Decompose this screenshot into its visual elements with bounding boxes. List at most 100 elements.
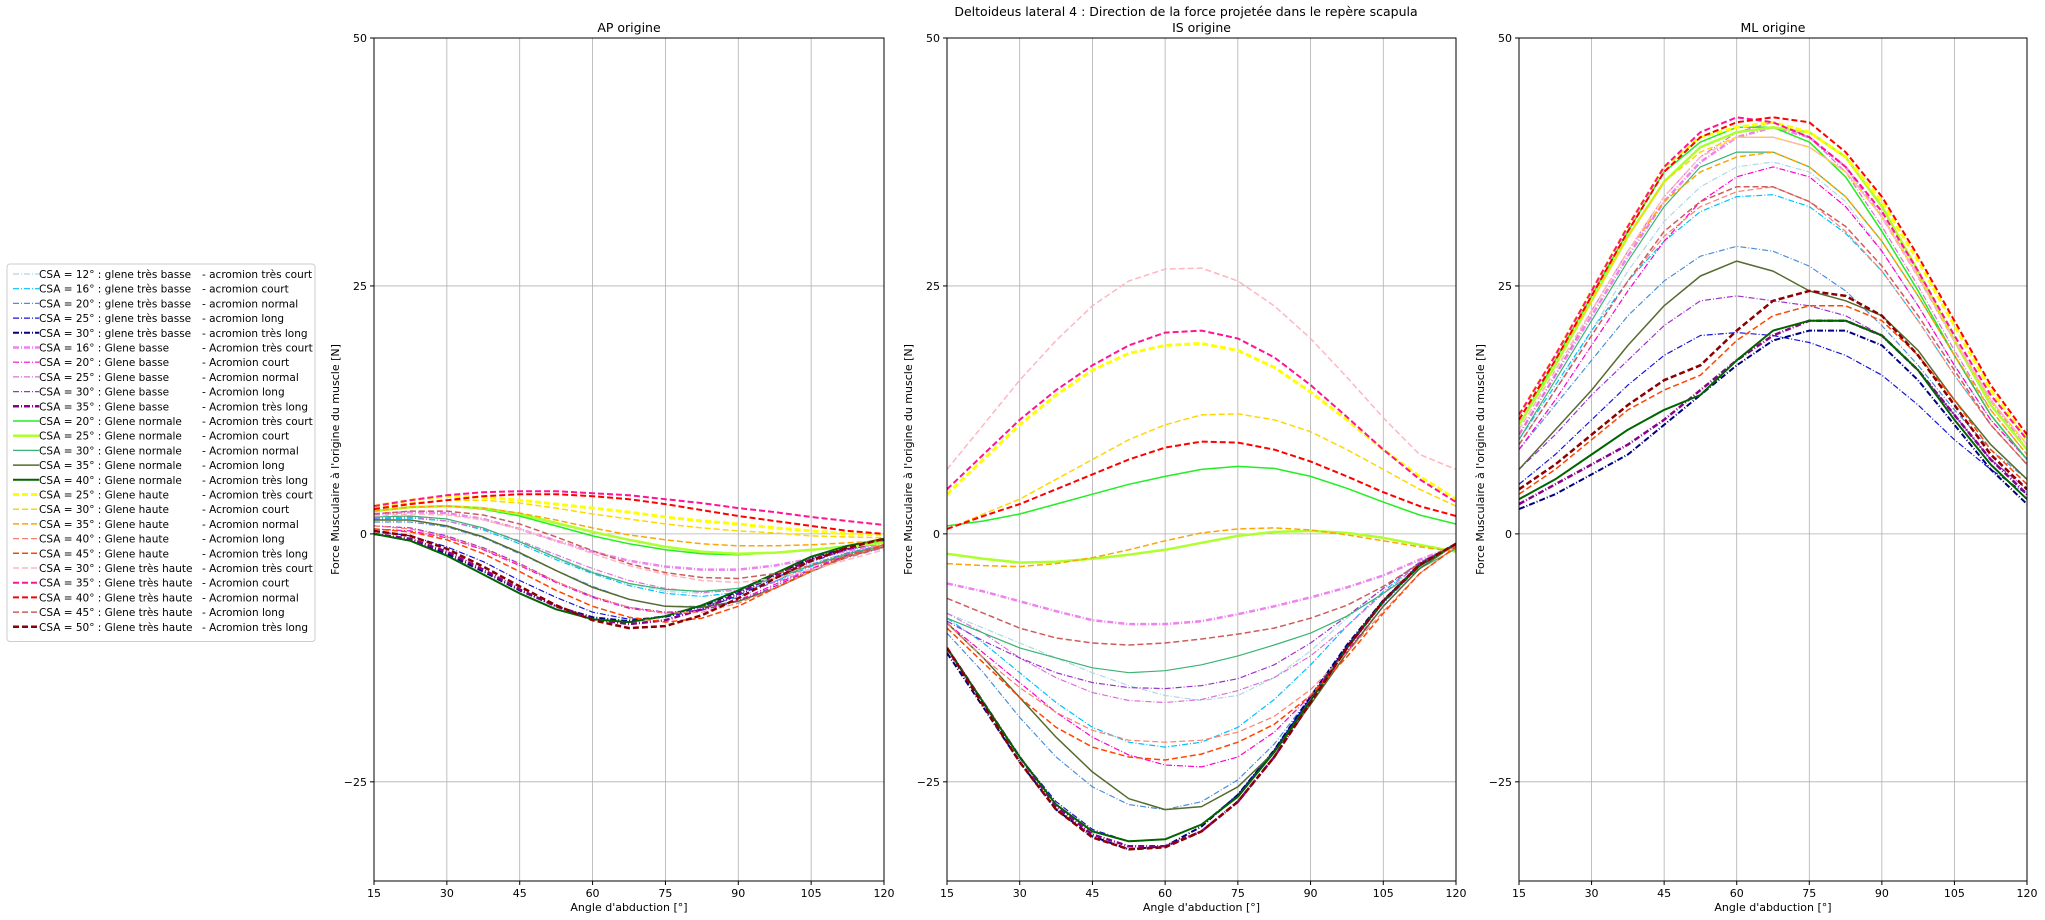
series-line xyxy=(947,529,1456,564)
series-line xyxy=(374,525,884,613)
series-line xyxy=(947,413,1456,530)
legend-label: CSA = 30° : Glene basse xyxy=(39,387,169,399)
series-line xyxy=(1519,289,2027,491)
series-group xyxy=(947,267,1456,851)
series-line xyxy=(1519,186,2027,465)
legend-label-suffix: - Acromion très court xyxy=(202,490,313,502)
y-tick-label: −25 xyxy=(344,776,367,789)
x-tick-label: 105 xyxy=(1373,887,1394,900)
series-line xyxy=(947,542,1456,848)
series-line xyxy=(1519,245,2027,480)
x-tick-label: 105 xyxy=(801,887,822,900)
series-line xyxy=(947,465,1456,527)
x-tick-label: 105 xyxy=(1944,887,1965,900)
legend-label-suffix: - Acromion court xyxy=(202,578,289,590)
legend-label-suffix: - Acromion très long xyxy=(202,548,308,560)
legend-label: CSA = 20° : glene très basse xyxy=(39,298,191,310)
y-axis-label: Force Musculaire à l'origine du muscle [… xyxy=(329,344,342,575)
series-line xyxy=(374,510,884,580)
series-line xyxy=(374,528,884,623)
legend-label-suffix: - Acromion long xyxy=(202,460,285,472)
legend-label: CSA = 30° : glene très basse xyxy=(39,328,191,340)
x-tick-label: 90 xyxy=(1304,887,1318,900)
x-tick-label: 60 xyxy=(586,887,600,900)
series-line xyxy=(374,513,884,584)
legend-box xyxy=(6,263,316,642)
series-line xyxy=(374,499,884,539)
series-line xyxy=(374,528,884,614)
series-line xyxy=(1519,305,2027,495)
y-tick-label: 50 xyxy=(1498,32,1512,45)
legend-label-suffix: - Acromion très long xyxy=(202,622,308,634)
legend-label-suffix: - Acromion très court xyxy=(202,416,313,428)
legend-label-suffix: - Acromion long xyxy=(202,534,285,546)
series-line xyxy=(374,510,884,571)
y-axis-label: Force Musculaire à l'origine du muscle [… xyxy=(902,344,915,575)
legend-label-suffix: - acromion très court xyxy=(202,269,312,281)
series-line xyxy=(947,543,1456,842)
legend: CSA = 12° : glene très basse - acromion t… xyxy=(6,263,316,642)
legend-label: CSA = 20° : Glene normale xyxy=(39,416,182,428)
x-tick-label: 30 xyxy=(440,887,454,900)
series-line xyxy=(374,493,884,535)
series-line xyxy=(374,515,884,593)
legend-label: CSA = 25° : Glene haute xyxy=(39,490,169,502)
legend-label: CSA = 35° : Glene basse xyxy=(39,401,169,413)
series-line xyxy=(1519,186,2027,466)
x-tick-label: 45 xyxy=(1085,887,1099,900)
panel-3: 15 30 45 60 75 90 105 120 −25 0 25 50 ML origine Angl… xyxy=(1474,20,2038,914)
legend-label: CSA = 40° : Glene normale xyxy=(39,475,182,487)
x-axis-label: Angle d'abduction [°] xyxy=(1143,901,1260,914)
series-line xyxy=(947,546,1456,743)
y-tick-label: −25 xyxy=(1489,776,1512,789)
series-line xyxy=(947,342,1456,501)
series-line xyxy=(947,440,1456,530)
series-line xyxy=(1519,120,2027,441)
x-tick-label: 120 xyxy=(2017,887,2038,900)
x-tick-label: 15 xyxy=(940,887,954,900)
x-tick-label: 90 xyxy=(1875,887,1889,900)
series-line xyxy=(1519,260,2027,480)
legend-label: CSA = 16° : glene très basse xyxy=(39,284,191,296)
x-tick-label: 60 xyxy=(1730,887,1744,900)
panel-2: 15 30 45 60 75 90 105 120 −25 0 25 50 IS origine Angl… xyxy=(902,20,1467,914)
legend-label: CSA = 16° : Glene basse xyxy=(39,343,169,355)
x-tick-label: 45 xyxy=(513,887,527,900)
x-tick-label: 30 xyxy=(1585,887,1599,900)
x-tick-label: 15 xyxy=(1512,887,1526,900)
series-line xyxy=(1519,329,2027,511)
x-tick-label: 30 xyxy=(1013,887,1027,900)
legend-label-suffix: - acromion normal xyxy=(202,298,298,310)
legend-label: CSA = 35° : Glene très haute xyxy=(39,578,192,590)
panel-title: ML origine xyxy=(1740,20,1805,35)
series-line xyxy=(1519,136,2027,446)
y-tick-label: 0 xyxy=(360,528,367,541)
series-line xyxy=(947,545,1456,646)
chart-title: Deltoideus lateral 4 : Direction de la f… xyxy=(954,4,1417,19)
series-line xyxy=(947,543,1456,702)
series-line xyxy=(947,543,1456,704)
series-line xyxy=(1519,166,2027,460)
legend-label-suffix: - Acromion normal xyxy=(202,445,299,457)
series-line xyxy=(947,542,1456,843)
legend-label-suffix: - Acromion très long xyxy=(202,475,308,487)
x-tick-label: 120 xyxy=(874,887,895,900)
legend-label: CSA = 12° : glene très basse xyxy=(39,269,191,281)
legend-label: CSA = 35° : Glene haute xyxy=(39,519,169,531)
series-line xyxy=(374,532,884,624)
series-line xyxy=(374,505,884,547)
y-axis-label: Force Musculaire à l'origine du muscle [… xyxy=(1474,344,1487,575)
y-tick-label: 50 xyxy=(926,32,940,45)
x-tick-label: 75 xyxy=(658,887,672,900)
legend-label-suffix: - Acromion très long xyxy=(202,401,308,413)
series-line xyxy=(947,542,1456,851)
x-tick-label: 120 xyxy=(1446,887,1467,900)
panel-title: AP origine xyxy=(597,20,661,35)
series-line xyxy=(947,543,1456,811)
legend-label-suffix: - acromion long xyxy=(202,313,284,325)
x-tick-label: 60 xyxy=(1158,887,1172,900)
legend-label-suffix: - Acromion long xyxy=(202,387,285,399)
x-axis-label: Angle d'abduction [°] xyxy=(1714,901,1831,914)
series-line xyxy=(947,546,1456,761)
